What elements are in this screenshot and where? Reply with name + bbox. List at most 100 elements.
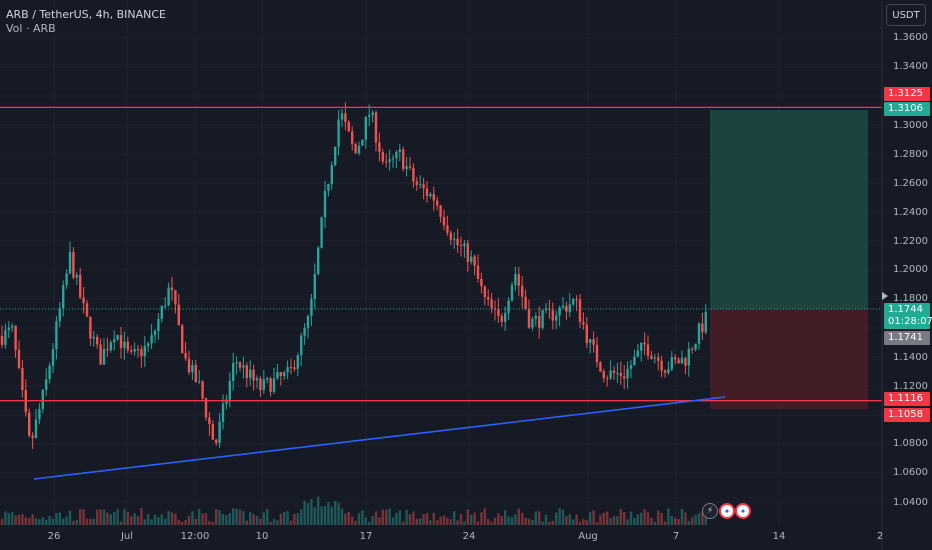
volume-legend[interactable]: Vol · ARB (6, 22, 56, 35)
volume-bar (476, 521, 480, 525)
volume-bar (517, 508, 520, 525)
symbol-title[interactable]: ARB / TetherUS, 4h, BINANCE (6, 8, 166, 21)
candle-body (296, 355, 299, 369)
volume-bar (674, 517, 677, 525)
candle-body (55, 321, 58, 350)
ascending-trendline[interactable] (33, 396, 726, 480)
candle-body (514, 274, 517, 286)
candle-body (636, 350, 639, 357)
volume-bar (592, 510, 595, 525)
candle-body (174, 290, 177, 305)
currency-button[interactable]: USDT (886, 4, 926, 26)
price-tick: 1.0600 (893, 467, 928, 478)
volume-bar (174, 513, 177, 525)
volume-bar (371, 516, 374, 525)
candle-body (221, 403, 225, 422)
time-tick: 24 (462, 531, 476, 542)
volume-bar (143, 519, 146, 525)
candle-body (412, 167, 415, 182)
volume-bar (606, 511, 609, 525)
volume-bar (160, 514, 163, 525)
candle-body (391, 158, 395, 160)
candle-body (480, 278, 483, 287)
volume-bar (238, 509, 242, 525)
candle-body (572, 299, 575, 305)
long-position-target-zone[interactable] (710, 110, 868, 310)
volume-bar (347, 511, 350, 525)
volume-bar (439, 516, 442, 525)
candle-body (313, 274, 316, 299)
volume-bar (262, 512, 265, 525)
candle-body (259, 378, 262, 391)
candle-body (674, 357, 677, 360)
volume-bar (575, 514, 578, 525)
volume-bar (334, 501, 337, 525)
volume-bar (153, 514, 157, 525)
candle-body (680, 358, 684, 364)
candle-body (582, 321, 585, 325)
volume-bar (514, 514, 517, 525)
candle-body (48, 365, 51, 380)
candle-body (41, 389, 44, 410)
volume-bar (558, 508, 561, 525)
candle-body (194, 364, 197, 383)
volume-bar (89, 518, 92, 525)
candle-body (568, 304, 571, 312)
us-flag-icon[interactable]: ✦ (735, 503, 751, 519)
candle-body (123, 341, 126, 349)
candle-body (102, 349, 106, 365)
volume-bar (531, 520, 534, 525)
candle-body (534, 316, 537, 319)
candle-body (160, 305, 163, 319)
price-tick: 1.3400 (893, 61, 928, 72)
candle-body (7, 327, 10, 330)
volume-bar (534, 511, 537, 525)
chart-legend: ARB / TetherUS, 4h, BINANCE Vol · ARB (6, 8, 166, 36)
candle-body (541, 310, 544, 328)
time-tick: 10 (255, 531, 269, 542)
candle-body (225, 399, 228, 404)
volume-bar (493, 517, 497, 525)
candle-body (697, 323, 701, 344)
volume-bar (405, 510, 408, 525)
candle-body (170, 287, 174, 291)
candle-body (408, 166, 412, 168)
candle-body (585, 324, 588, 343)
volume-bar (58, 512, 61, 525)
volume-bar (245, 520, 248, 525)
candle-body (388, 159, 391, 162)
volume-bar (337, 502, 340, 525)
volume-bars (0, 496, 707, 525)
volume-bar (677, 518, 680, 525)
volume-bar (55, 513, 58, 525)
candle-body (381, 151, 384, 162)
volume-bar (167, 511, 170, 525)
volume-bar (133, 513, 136, 525)
candle-body (701, 323, 704, 333)
volume-bar (490, 521, 493, 525)
volume-bar (187, 515, 191, 525)
volume-bar (119, 521, 123, 525)
candle-body (317, 247, 320, 275)
candle-body (79, 274, 82, 298)
long-position-stop-zone[interactable] (710, 309, 868, 410)
candle-body (272, 378, 276, 392)
volume-bar (330, 506, 333, 525)
volume-bar (432, 512, 435, 525)
candle-body (483, 286, 486, 298)
candle-body (126, 341, 129, 351)
candle-body (62, 285, 65, 309)
time-tick: 14 (772, 531, 786, 542)
candle-body (293, 367, 296, 369)
candle-body (109, 342, 112, 351)
volume-bar (504, 510, 507, 525)
us-flag-icon[interactable]: ✦ (719, 503, 735, 519)
candle-body (208, 417, 211, 425)
candle-body (623, 376, 626, 379)
candle-body (116, 335, 119, 340)
lightning-icon[interactable]: ⚡ (702, 503, 718, 519)
volume-bar (191, 511, 194, 525)
volume-bar (398, 510, 401, 525)
candle-body (235, 362, 238, 364)
